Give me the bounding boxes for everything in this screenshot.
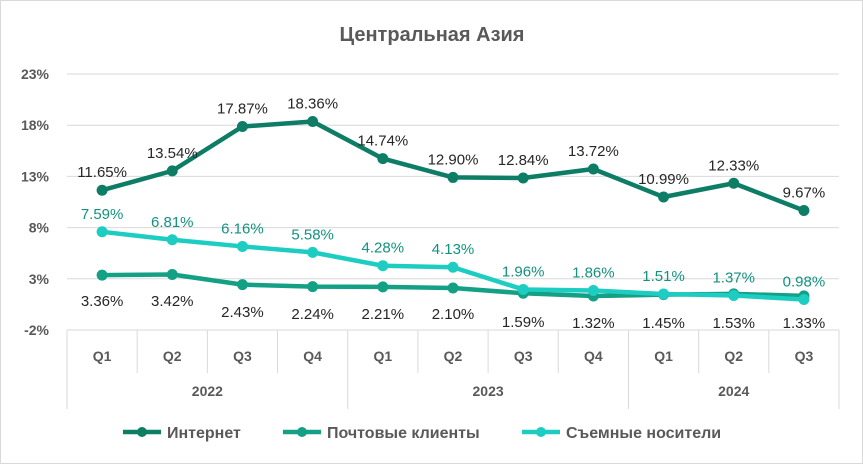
data-point [307, 116, 319, 128]
legend-label: Интернет [167, 425, 241, 442]
data-label: 3.36% [81, 293, 124, 310]
data-point [377, 153, 389, 165]
data-label: 4.13% [432, 241, 475, 258]
x-tick-label: Q1 [373, 348, 392, 364]
x-group-label: 2022 [192, 383, 223, 399]
data-label: 7.59% [81, 206, 124, 223]
data-label: 0.98% [783, 273, 826, 290]
data-point [728, 177, 740, 189]
data-label: 1.86% [572, 264, 615, 281]
data-point [166, 234, 178, 246]
x-tick-label: Q3 [514, 348, 533, 364]
data-point [447, 261, 459, 273]
data-point [166, 268, 178, 280]
legend-label: Съемные носители [566, 425, 721, 442]
series-lines [96, 116, 810, 305]
data-label: 1.51% [642, 268, 685, 285]
data-label: 6.16% [221, 220, 264, 237]
data-label: 1.53% [712, 315, 755, 332]
data-point [447, 171, 459, 183]
data-label: 14.74% [357, 133, 408, 150]
y-tick-label: 18% [21, 117, 50, 133]
data-label: 18.36% [287, 96, 338, 113]
data-label: 1.33% [783, 315, 826, 332]
y-tick-label: 23% [21, 66, 50, 82]
data-point [517, 283, 529, 295]
data-point [236, 240, 248, 252]
legend: Интернет Почтовые клиенты Съемные носители [123, 425, 721, 442]
data-label: 2.21% [362, 306, 405, 323]
data-label: 12.33% [708, 157, 759, 174]
x-group-label: 2024 [718, 383, 749, 399]
chart-title: Центральная Азия [340, 24, 525, 46]
x-tick-label: Q1 [654, 348, 673, 364]
data-point [236, 279, 248, 291]
x-tick-label: Q4 [584, 348, 603, 364]
data-point [587, 163, 599, 175]
data-point [307, 246, 319, 258]
data-label: 6.81% [151, 214, 194, 231]
data-point [728, 289, 740, 301]
y-tick-label: 13% [21, 168, 50, 184]
legend-marker [137, 427, 147, 437]
data-label: 2.43% [221, 304, 264, 321]
data-label: 1.96% [502, 263, 545, 280]
y-tick-label: -2% [24, 322, 49, 338]
y-tick-label: 3% [29, 271, 50, 287]
data-point [658, 191, 670, 203]
x-tick-label: Q3 [795, 348, 814, 364]
data-point [658, 288, 670, 300]
data-point [96, 226, 108, 238]
y-tick-label: 8% [29, 220, 50, 236]
data-point [377, 260, 389, 272]
data-point [798, 293, 810, 305]
x-tick-label: Q2 [724, 348, 743, 364]
data-label: 1.32% [572, 315, 615, 332]
x-tick-label: Q2 [163, 348, 182, 364]
data-point [96, 184, 108, 196]
data-label: 9.67% [783, 184, 826, 201]
x-tick-label: Q3 [233, 348, 252, 364]
data-label: 5.58% [291, 226, 334, 243]
data-point [166, 165, 178, 177]
data-point [96, 269, 108, 281]
data-label: 1.37% [712, 269, 755, 286]
legend-marker [297, 427, 307, 437]
data-point [517, 172, 529, 184]
data-label: 11.65% [77, 164, 127, 181]
data-label: 13.72% [568, 143, 619, 160]
data-labels: 11.65% 13.54% 17.87% 18.36% 14.74% 12.90% 12.8… [77, 96, 825, 332]
data-label: 1.45% [642, 315, 685, 332]
data-label: 12.90% [428, 151, 479, 168]
data-point [587, 284, 599, 296]
data-point [236, 121, 248, 133]
data-label: 2.10% [432, 306, 475, 323]
legend-label: Почтовые клиенты [327, 425, 480, 442]
data-point [447, 282, 459, 294]
data-point [798, 204, 810, 216]
data-label: 3.42% [151, 293, 194, 310]
x-tick-label: Q1 [93, 348, 112, 364]
data-point [307, 281, 319, 293]
data-label: 2.24% [291, 306, 334, 323]
x-tick-label: Q2 [444, 348, 463, 364]
data-label: 12.84% [498, 152, 549, 169]
x-group-label: 2023 [473, 383, 504, 399]
data-label: 17.87% [217, 101, 268, 118]
axes: 23% 18% 13% 8% 3% -2% Q1 Q2 Q3 Q4 Q1 Q2 Q3 Q4 Q1 Q2 Q3 20… [21, 66, 840, 409]
data-label: 4.28% [362, 240, 405, 257]
data-label: 13.54% [147, 145, 198, 162]
data-point [377, 281, 389, 293]
legend-marker [536, 427, 546, 437]
x-tick-label: Q4 [303, 348, 322, 364]
data-label: 10.99% [638, 171, 689, 188]
data-label: 1.59% [502, 314, 545, 331]
